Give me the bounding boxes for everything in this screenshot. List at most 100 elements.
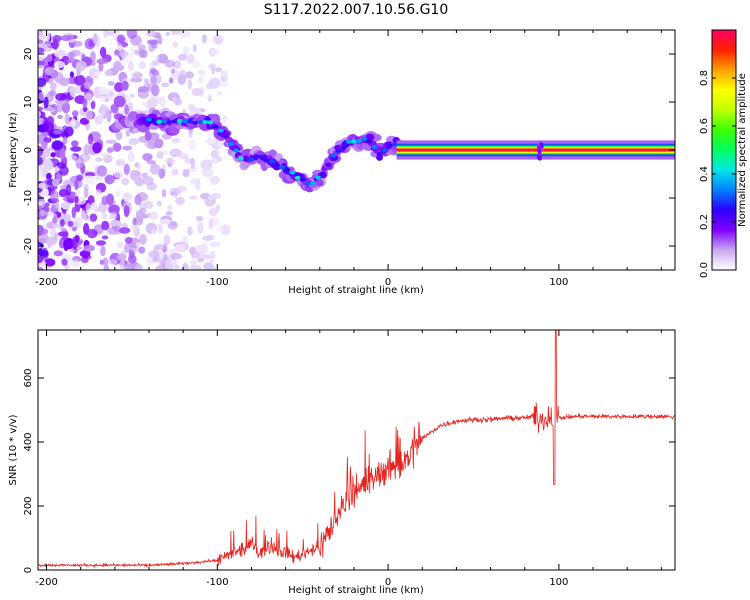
noise-blob [51,198,60,204]
noise-blob [128,101,134,113]
noise-blob [49,190,59,202]
noise-blob [63,240,69,252]
noise-blob [101,235,109,240]
noise-blob [155,265,165,270]
noise-blob [171,168,177,177]
ridge-peak [248,157,255,162]
noise-blob [114,158,127,168]
noise-blob [70,118,76,128]
noise-blob [190,157,196,169]
ridge-peak [315,175,322,180]
noise-blob [83,188,89,199]
ridge-peak [376,152,383,157]
noise-blob [100,152,110,157]
noise-blob [106,147,114,153]
noise-blob [113,225,120,233]
noise-blob [110,104,119,113]
ridge-peak [294,175,301,180]
ridge-peak [356,138,363,143]
noise-blob [62,136,68,145]
noise-blob [151,84,160,97]
noise-blob [146,30,157,37]
noise-blob [38,182,46,189]
ridge-peak [391,142,398,147]
noise-blob [170,252,182,260]
noise-blob [170,191,175,196]
noise-blob [155,243,165,251]
noise-blob [76,245,85,251]
ridge-peak [161,118,168,123]
noise-blob [124,104,130,115]
noise-blob [211,66,216,75]
noise-blob [38,60,45,66]
noise-blob [167,204,173,212]
noise-blob [38,200,46,206]
noise-blob [156,200,163,207]
y-tick-label: 10 [23,96,34,109]
noise-blob [134,177,145,187]
noise-blob [137,163,142,170]
noise-blob [127,61,134,72]
noise-blob [190,252,201,259]
noise-blob [69,85,77,98]
ridge-peak [243,156,250,161]
x-tick-label: -100 [206,277,229,288]
noise-blob [117,241,124,249]
noise-blob [189,195,198,200]
noise-blob [115,190,121,197]
noise-blob [220,70,229,81]
noise-blob [57,114,64,120]
noise-blob [71,206,76,219]
noise-blob [210,48,220,56]
noise-blob [132,128,138,133]
feature-blob [537,144,542,151]
noise-blob [164,59,176,68]
noise-blob [96,165,108,177]
noise-blob [111,211,118,219]
colorbar-tick-label: 0.0 [699,262,710,278]
noise-blob [45,236,58,246]
noise-blob [113,170,124,179]
ridge-peak [371,144,378,149]
noise-blob [138,246,146,254]
noise-blob [196,215,204,222]
noise-blob [59,218,65,227]
noise-blob [151,228,157,235]
noise-blob [137,44,146,51]
noise-blob [208,264,217,270]
noise-blob [70,146,82,152]
ridge-peak [386,143,393,148]
noise-blob [54,202,60,209]
ridge-peak [253,154,260,159]
noise-blob [201,34,207,44]
noise-blob [132,217,137,227]
noise-blob [122,192,133,202]
noise-blob [217,91,223,97]
noise-blob [38,224,45,236]
noise-blob [141,49,148,59]
y-tick-label: 0 [23,567,34,573]
noise-blob [134,216,144,226]
ridge-peak [299,177,306,182]
y-tick-label: 200 [23,496,34,515]
noise-blob [129,93,135,98]
colorbar-tick-label: 0.8 [699,70,710,86]
noise-blob [153,138,164,149]
spectrogram-heatmap [38,30,675,270]
noise-blob [60,201,71,210]
noise-blob [216,225,225,232]
noise-blob [157,35,163,45]
noise-blob [100,245,106,257]
noise-blob [159,218,171,225]
noise-blob [41,140,48,150]
noise-blob [172,30,181,35]
ridge-peak [227,141,234,146]
noise-blob [89,213,98,222]
noise-blob [50,152,56,158]
noise-blob [81,53,86,60]
ridge-peak [274,163,281,168]
noise-blob [175,196,185,206]
snr-frame [37,329,676,571]
noise-blob [182,46,189,55]
